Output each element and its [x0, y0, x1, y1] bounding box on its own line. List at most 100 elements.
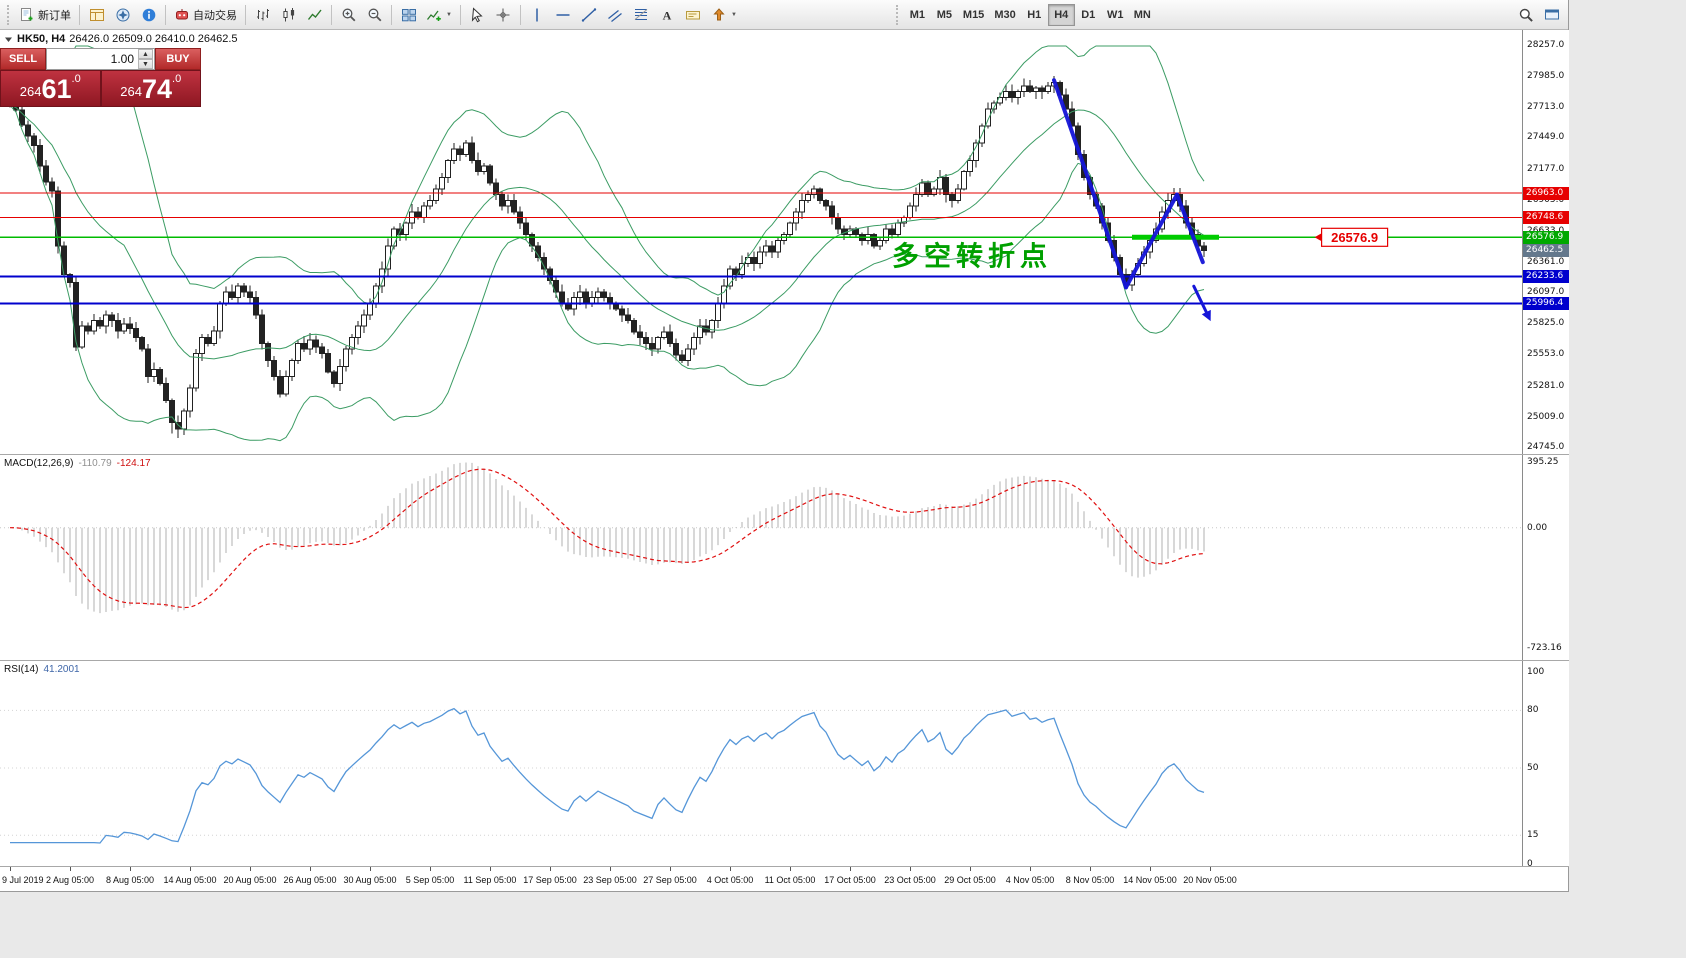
candle-body [637, 331, 643, 339]
candle-body [415, 211, 421, 218]
candle-body [925, 182, 931, 196]
macd-signal-value: -124.17 [116, 458, 151, 469]
arrows-tool-button[interactable]: ▼ [707, 3, 741, 27]
dropdown-caret-icon: ▼ [730, 11, 737, 18]
candle-body [265, 342, 271, 362]
tf-M1[interactable]: M1 [904, 4, 931, 26]
candle-body [229, 291, 235, 299]
candle-body [895, 222, 901, 236]
volume-field[interactable]: 1.00 ▲ ▼ [46, 48, 155, 70]
toolbar-grip[interactable] [7, 4, 11, 25]
scale-label: 27177.0 [1527, 163, 1565, 174]
candle-body [595, 291, 601, 299]
zoom-in-button[interactable] [336, 3, 361, 27]
tf-M5[interactable]: M5 [931, 4, 958, 26]
candle-body [211, 330, 217, 344]
horizontal-lines[interactable] [0, 192, 1522, 305]
volume-up-icon[interactable]: ▲ [138, 49, 153, 59]
text-tool-icon: A [663, 8, 672, 22]
navigator-button[interactable] [110, 3, 135, 27]
time-tick [310, 867, 311, 871]
chart-title: HK50, H4 26426.0 26509.0 26410.0 26462.5 [4, 33, 238, 45]
trendline-tool-button[interactable] [577, 3, 602, 27]
candle-body [589, 297, 595, 304]
horizontal-line-tool-button[interactable] [551, 3, 576, 27]
price-scale[interactable]: 28257.0 27985.0 27713.0 27449.0 27177.0 26905… [1522, 30, 1569, 869]
candle-body [733, 268, 739, 276]
crosshair-button[interactable] [491, 3, 516, 27]
toolbar-separator [79, 4, 80, 25]
text-tool-button[interactable]: A [655, 3, 680, 27]
panel-separator[interactable] [0, 660, 1569, 661]
candle-body [955, 188, 961, 201]
line-chart-button[interactable] [302, 3, 327, 27]
volume-down-icon[interactable]: ▼ [138, 59, 153, 69]
time-label: 20 Nov 05:00 [1183, 875, 1237, 885]
data-window-button[interactable] [136, 3, 161, 27]
candle-body [223, 291, 229, 304]
candle-body [457, 148, 463, 156]
time-tick [1030, 867, 1031, 871]
zoom-out-icon [368, 8, 381, 21]
sell-price-box[interactable]: 264 61.0 [0, 70, 101, 107]
buy-button[interactable]: BUY [155, 48, 201, 70]
candle-body [643, 337, 649, 344]
tf-M15[interactable]: M15 [958, 4, 989, 26]
tf-M30[interactable]: M30 [989, 4, 1020, 26]
candle-body [319, 346, 325, 355]
chart-ohlc-values: 26426.0 26509.0 26410.0 26462.5 [69, 33, 238, 45]
sell-button[interactable]: SELL [0, 48, 46, 70]
candle-body [181, 410, 187, 430]
panel-separator[interactable] [0, 454, 1569, 455]
time-tick [970, 867, 971, 871]
candle-body [277, 376, 283, 395]
candle-body [433, 188, 439, 201]
time-axis[interactable]: 9 Jul 2019 2 Aug 05:00 8 Aug 05:00 14 Aug 0… [0, 867, 1522, 891]
chart-plot-area[interactable]: 多空转折点 26576.9 [0, 30, 1522, 866]
search-button[interactable] [1513, 3, 1538, 27]
candle-body [151, 369, 157, 378]
fibonacci-tool-button[interactable] [629, 3, 654, 27]
vertical-line-icon [536, 8, 539, 21]
candle-body [655, 337, 661, 350]
text-label-tool-button[interactable] [681, 3, 706, 27]
toolbar-grip[interactable] [895, 4, 900, 25]
candle-body [1015, 91, 1021, 98]
turning-point-annotation[interactable]: 多空转折点 [892, 241, 1052, 272]
market-watch-button[interactable] [84, 3, 109, 27]
candle-body [241, 285, 247, 293]
sell-price-suffix: .0 [71, 73, 81, 85]
new-order-button[interactable]: 新订单 [15, 3, 75, 27]
channel-tool-button[interactable] [603, 3, 628, 27]
vertical-line-tool-button[interactable] [525, 3, 550, 27]
tf-H4[interactable]: H4 [1047, 3, 1075, 26]
autotrading-button[interactable]: 自动交易 [170, 3, 241, 27]
zoom-out-button[interactable] [362, 3, 387, 27]
tf-MN[interactable]: MN [1129, 4, 1156, 26]
tf-W1[interactable]: W1 [1102, 4, 1129, 26]
candle-body [523, 222, 529, 236]
buy-price-box[interactable]: 264 74.0 [100, 70, 201, 107]
candlestick-chart-button[interactable] [276, 3, 301, 27]
tile-windows-button[interactable] [396, 3, 421, 27]
scale-label: 26361.0 [1527, 257, 1565, 268]
navigator-icon [116, 8, 129, 21]
window-layout-button[interactable] [1539, 3, 1564, 27]
rsi-indicator [0, 707, 1522, 844]
candle-body [673, 342, 679, 356]
candle-body [79, 325, 85, 348]
tf-H1[interactable]: H1 [1021, 4, 1048, 26]
candle-body [757, 251, 763, 264]
time-tick [790, 867, 791, 871]
candle-body [109, 314, 115, 322]
chart-annotations[interactable]: 多空转折点 26576.9 [892, 78, 1389, 322]
bar-chart-button[interactable] [250, 3, 275, 27]
indicators-button[interactable]: ▼ [422, 3, 456, 27]
cursor-button[interactable] [465, 3, 490, 27]
candle-body [751, 257, 757, 264]
scale-label: 26905.0 [1527, 194, 1565, 205]
tf-D1[interactable]: D1 [1075, 4, 1102, 26]
candle-body [811, 188, 817, 196]
fibonacci-icon [635, 8, 648, 20]
one-click-toggle-icon[interactable] [4, 35, 13, 44]
